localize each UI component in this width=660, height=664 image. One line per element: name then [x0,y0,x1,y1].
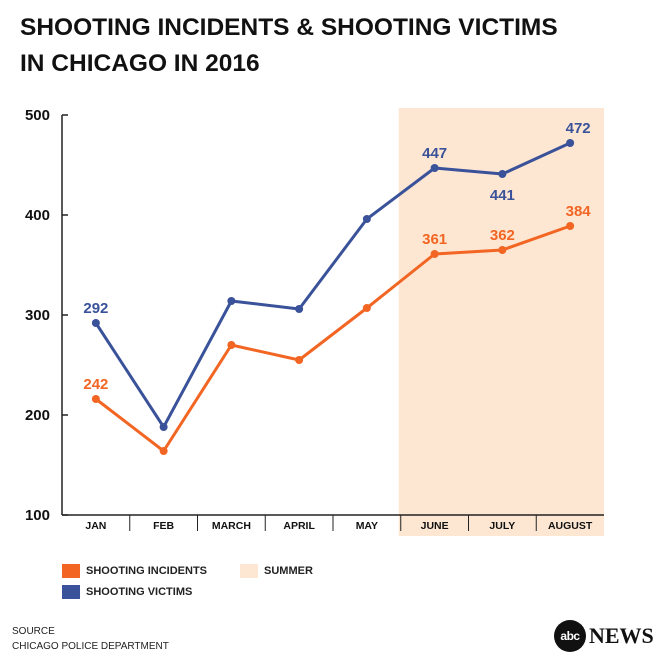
x-tick-label: JAN [85,520,106,532]
legend-item-summer: SUMMER [240,564,313,578]
y-tick-label: 300 [25,307,50,324]
legend-item-victims: SHOOTING VICTIMS [62,585,192,599]
legend-label-victims: SHOOTING VICTIMS [86,586,193,598]
news-logo-text: NEWS [589,623,654,648]
incidents-data-point [295,356,304,364]
victims-data-label: 441 [490,187,515,204]
incidents-data-point [430,250,439,258]
x-tick-label: AUGUST [548,520,593,532]
y-tick-label: 500 [25,107,50,124]
source-label: SOURCE [12,626,55,637]
victims-data-point [498,170,507,178]
incidents-data-label: 361 [422,231,447,248]
victims-data-label: 292 [83,300,108,317]
legend-label-summer: SUMMER [264,565,313,577]
x-tick-label: MAY [356,520,378,532]
title-line-1: SHOOTING INCIDENTS & SHOOTING VICTIMS [20,14,558,41]
victims-data-label: 447 [422,145,447,162]
abc-news-logo: abc NEWS [554,620,654,652]
legend-item-incidents: SHOOTING INCIDENTS [62,564,207,578]
victims-series-line [94,141,571,429]
x-tick-label: JUNE [421,520,449,532]
incidents-data-point [362,304,371,312]
victims-data-point [566,139,575,147]
incidents-data-point [498,246,507,254]
summer-swatch [240,564,258,578]
incidents-data-label: 384 [566,203,592,220]
incidents-data-point [227,341,236,349]
victims-data-point [430,164,439,172]
incidents-data-point [159,447,168,455]
chart-title: SHOOTING INCIDENTS & SHOOTING VICTIMS IN… [20,10,650,82]
victims-data-label: 472 [566,120,591,137]
y-tick-label: 200 [25,407,50,424]
source-note: SOURCE CHICAGO POLICE DEPARTMENT [12,624,169,654]
y-tick-label: 400 [25,207,50,224]
victims-data-point [295,305,304,313]
abc-logo-circle: abc [554,620,586,652]
x-tick-label: MARCH [212,520,251,532]
x-tick-label: FEB [153,520,174,532]
victims-data-point [227,297,236,305]
incidents-swatch [62,564,80,578]
victims-data-point [159,423,168,431]
y-tick-label: 100 [25,507,50,524]
incidents-data-label: 242 [83,376,108,393]
x-tick-label: APRIL [283,520,315,532]
incidents-data-point [91,395,100,403]
incidents-data-label: 362 [490,227,515,244]
incidents-data-point [566,222,575,230]
x-tick-label: JULY [489,520,515,532]
legend-label-incidents: SHOOTING INCIDENTS [86,565,208,577]
victims-data-point [91,319,100,327]
title-line-2: IN CHICAGO IN 2016 [20,50,260,77]
source-value: CHICAGO POLICE DEPARTMENT [12,641,169,652]
victims-swatch [62,585,80,599]
summer-highlight-band [398,108,604,536]
victims-data-point [362,215,371,223]
incidents-series-line [94,224,571,453]
